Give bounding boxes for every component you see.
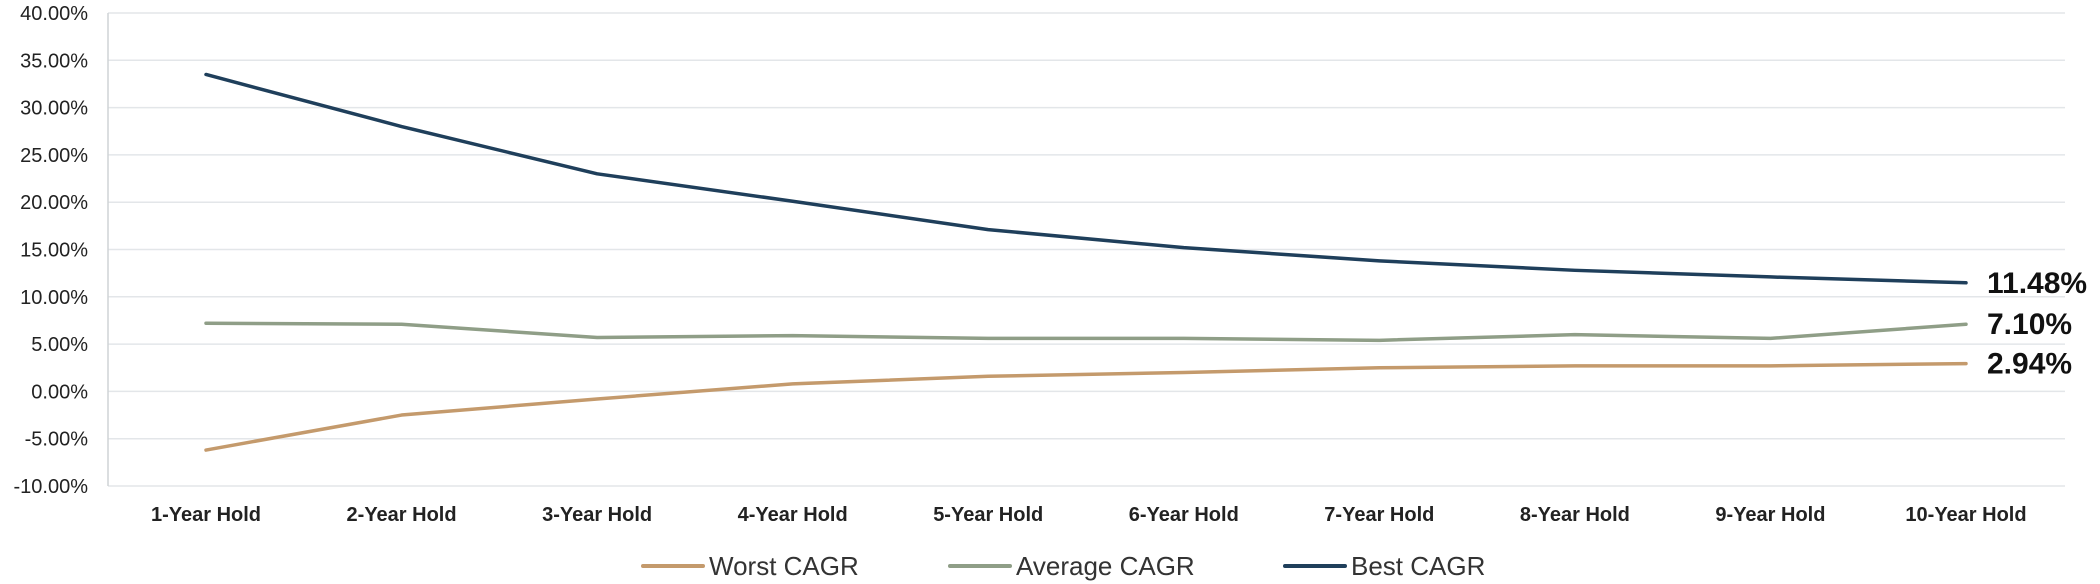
x-tick-label: 3-Year Hold xyxy=(542,504,652,526)
y-tick-label: -10.00% xyxy=(14,476,89,498)
x-tick-label: 6-Year Hold xyxy=(1129,504,1239,526)
y-tick-label: 30.00% xyxy=(20,98,88,120)
end-data-label: 11.48% xyxy=(1987,267,2087,300)
x-tick-label: 5-Year Hold xyxy=(933,504,1043,526)
y-tick-label: 0.00% xyxy=(31,381,88,403)
y-tick-label: 40.00% xyxy=(20,3,88,25)
y-tick-label: -5.00% xyxy=(25,429,89,451)
series-line-best-cagr xyxy=(204,72,1968,285)
x-tick-label: 8-Year Hold xyxy=(1520,504,1630,526)
x-tick-label: 7-Year Hold xyxy=(1324,504,1434,526)
x-tick-label: 2-Year Hold xyxy=(347,504,457,526)
legend-label: Best CAGR xyxy=(1351,551,1485,581)
y-tick-label: 20.00% xyxy=(20,192,88,214)
x-tick-label: 10-Year Hold xyxy=(1905,504,2026,526)
legend-label: Worst CAGR xyxy=(709,551,859,581)
x-tick-label: 4-Year Hold xyxy=(738,504,848,526)
series-line-worst-cagr xyxy=(204,361,1968,452)
y-tick-label: 5.00% xyxy=(31,334,88,356)
series-line-average-cagr xyxy=(204,321,1968,343)
y-tick-label: 10.00% xyxy=(20,287,88,309)
y-tick-label: 25.00% xyxy=(20,145,88,167)
end-data-label: 2.94% xyxy=(1987,348,2072,381)
x-tick-label: 1-Year Hold xyxy=(151,504,261,526)
legend-label: Average CAGR xyxy=(1016,551,1195,581)
end-data-label: 7.10% xyxy=(1987,308,2072,341)
x-tick-label: 9-Year Hold xyxy=(1715,504,1825,526)
y-tick-label: 15.00% xyxy=(20,240,88,262)
y-tick-label: 35.00% xyxy=(20,50,88,72)
